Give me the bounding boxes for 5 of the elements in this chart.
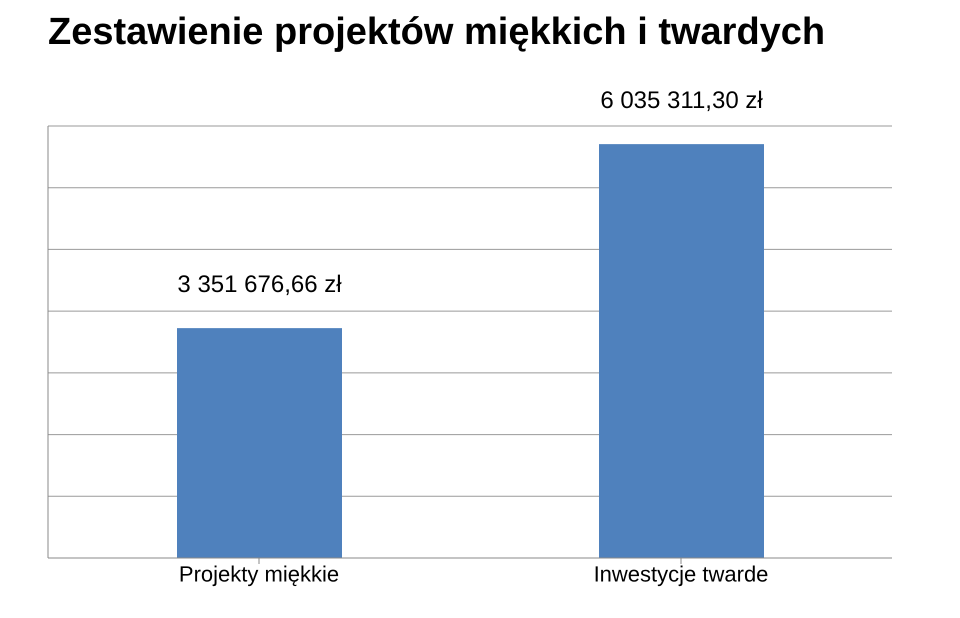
data-label: 3 351 676,66 zł xyxy=(177,271,342,298)
x-tick-label: Inwestycje twarde xyxy=(594,562,768,587)
data-label: 6 035 311,30 zł xyxy=(600,87,764,114)
chart-title: Zestawienie projektów miękkich i twardych xyxy=(48,10,826,55)
x-tick-label: Projekty miękkie xyxy=(178,562,340,587)
